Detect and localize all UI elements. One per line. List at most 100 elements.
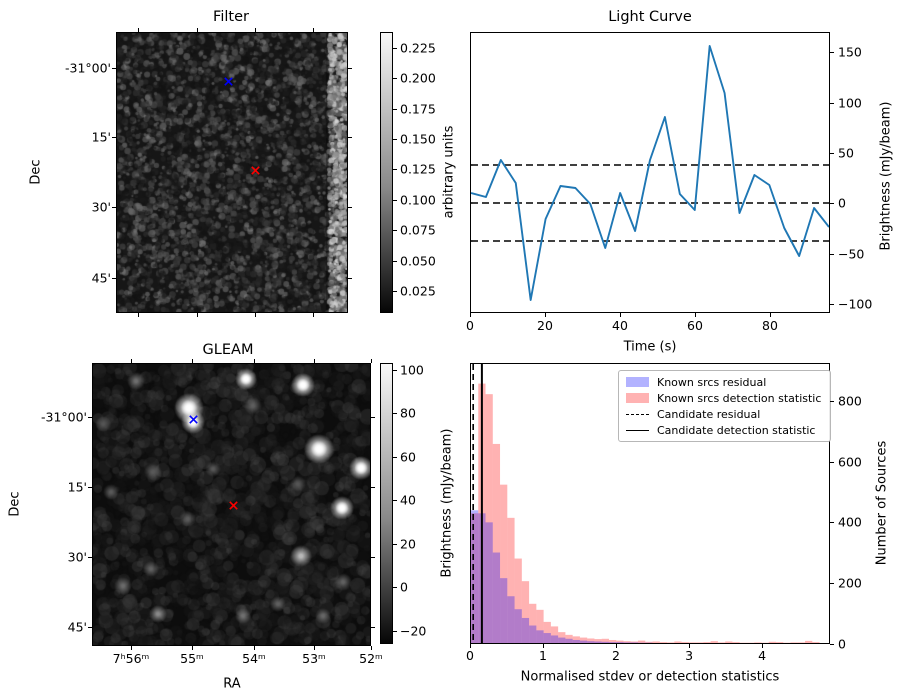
tick-mark bbox=[393, 230, 397, 232]
histogram-bar bbox=[623, 641, 631, 643]
tick-mark bbox=[393, 108, 397, 110]
gleam-colorbar-tick-label: 60 bbox=[400, 449, 416, 465]
histogram-bar bbox=[507, 596, 515, 643]
histogram-xlabel: Normalised stdev or detection statistics bbox=[520, 669, 780, 685]
histogram-bar bbox=[638, 640, 646, 643]
histogram-count-tick-label: 200 bbox=[838, 575, 862, 591]
histogram-bar bbox=[725, 641, 733, 643]
gleam-colorbar-label: Brightness (mJy/beam) bbox=[439, 428, 455, 578]
tick-mark bbox=[695, 313, 696, 317]
histogram-bar bbox=[594, 641, 602, 643]
histogram-bar bbox=[717, 642, 726, 643]
tick-mark bbox=[112, 68, 116, 69]
tick-mark bbox=[830, 102, 834, 104]
histogram-bar bbox=[608, 639, 617, 643]
filter-dec-tick-label: 15' bbox=[91, 129, 111, 145]
solid-line-swatch bbox=[626, 429, 649, 431]
tick-mark bbox=[131, 359, 132, 363]
tick-mark bbox=[393, 543, 397, 545]
filter-dec-tick-label: 30' bbox=[91, 199, 111, 215]
histogram-count-tick-label: 800 bbox=[838, 393, 862, 409]
histogram-ylabel: Number of Sources bbox=[874, 440, 890, 566]
histogram-x-tick-label: 1 bbox=[539, 648, 547, 663]
light-curve-brightness-tick-label: 0 bbox=[838, 195, 846, 211]
histogram-bar bbox=[500, 484, 508, 643]
histogram-bar bbox=[536, 630, 544, 643]
histogram-bar bbox=[775, 642, 784, 643]
tick-mark bbox=[197, 313, 198, 317]
tick-mark bbox=[830, 253, 834, 255]
histogram-bar bbox=[550, 626, 559, 643]
histogram-x-tick-label: 0 bbox=[466, 648, 474, 663]
histogram-bar bbox=[652, 641, 660, 643]
light-curve-plot bbox=[471, 45, 829, 301]
tick-mark bbox=[830, 400, 834, 402]
filter-dec-tick-label: -31°00' bbox=[64, 60, 111, 76]
histogram-bar bbox=[572, 639, 580, 643]
histogram-bar bbox=[558, 632, 566, 643]
histogram-plot bbox=[471, 364, 820, 643]
histogram-bar bbox=[579, 640, 588, 643]
tick-mark bbox=[138, 28, 139, 32]
gleam-colorbar-tick-label: 0 bbox=[400, 579, 408, 595]
tick-mark bbox=[138, 313, 139, 317]
histogram-bar bbox=[696, 642, 704, 643]
tick-mark bbox=[830, 203, 834, 205]
histogram-bar bbox=[514, 558, 522, 643]
light-curve-brightness-tick-label: −50 bbox=[838, 246, 865, 262]
filter-colorbar-tick-label: 0.150 bbox=[400, 131, 436, 147]
gleam-xlabel: RA bbox=[223, 676, 241, 692]
tick-mark bbox=[830, 644, 834, 645]
tick-mark bbox=[830, 303, 834, 305]
histogram-bar bbox=[543, 633, 551, 643]
histogram-bar bbox=[623, 642, 631, 643]
light-curve-axes bbox=[470, 32, 830, 313]
histogram-bar bbox=[667, 642, 675, 643]
histogram-bar bbox=[485, 394, 493, 643]
tick-mark bbox=[371, 487, 375, 488]
tick-mark bbox=[348, 207, 352, 208]
histogram-bar bbox=[688, 642, 697, 643]
histogram-bar bbox=[500, 578, 508, 643]
tick-mark bbox=[348, 137, 352, 138]
histogram-bar bbox=[572, 636, 580, 643]
light-curve-xlabel: Time (s) bbox=[623, 339, 677, 355]
tick-mark bbox=[371, 359, 372, 363]
tick-mark bbox=[112, 137, 116, 138]
tick-mark bbox=[830, 461, 834, 463]
gleam-ra-tick-label: 55ᵐ bbox=[180, 651, 204, 666]
light-curve-time-tick-label: 60 bbox=[687, 318, 703, 333]
histogram-bar bbox=[587, 641, 595, 643]
legend-label: Known srcs residual bbox=[657, 375, 767, 389]
gleam-colorbar-tick-label: 100 bbox=[400, 362, 424, 378]
gleam-ra-tick-label: 52ᵐ bbox=[359, 651, 383, 666]
filter-colorbar-label: arbitrary units bbox=[441, 125, 457, 219]
gleam-ra-tick-label: 53ᵐ bbox=[302, 651, 326, 666]
gleam-ra-tick-label: 54ᵐ bbox=[242, 651, 266, 666]
light-curve-time-tick-label: 80 bbox=[762, 318, 778, 333]
legend-label: Candidate detection statistic bbox=[657, 423, 816, 437]
gleam-dec-tick-label: -31°00' bbox=[40, 409, 87, 425]
histogram-bar bbox=[565, 634, 573, 643]
light-curve-title: Light Curve bbox=[608, 9, 692, 25]
gleam-dec-tick-label: 30' bbox=[67, 549, 87, 565]
histogram-bar bbox=[608, 642, 617, 643]
tick-mark bbox=[88, 557, 92, 558]
gleam-dec-tick-label: 45' bbox=[67, 619, 87, 635]
filter-colorbar bbox=[380, 32, 393, 313]
tick-mark bbox=[616, 644, 618, 648]
tick-mark bbox=[88, 487, 92, 488]
tick-mark bbox=[393, 199, 397, 201]
histogram-bar bbox=[710, 641, 718, 643]
light-curve-ylabel: Brightness (mJy/beam) bbox=[878, 101, 894, 251]
legend-label: Known srcs detection statistic bbox=[657, 391, 822, 405]
histogram-bar bbox=[630, 642, 639, 643]
histogram-bar bbox=[507, 517, 515, 643]
gleam-ylabel: Dec bbox=[7, 491, 23, 517]
tick-mark bbox=[112, 207, 116, 208]
legend: Known srcs residual Known srcs detection … bbox=[618, 370, 831, 442]
legend-item: Known srcs residual bbox=[626, 375, 823, 389]
light-curve-brightness-tick-label: 50 bbox=[838, 145, 854, 161]
filter-colorbar-tick-label: 0.200 bbox=[400, 70, 436, 86]
